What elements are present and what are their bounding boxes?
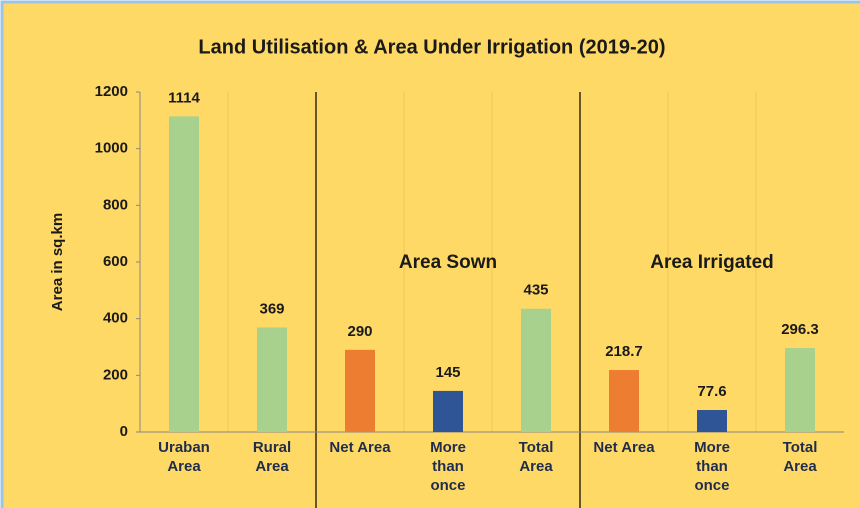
- value-label: 435: [523, 282, 548, 299]
- y-tick-label: 200: [103, 366, 128, 383]
- y-tick-label: 1200: [95, 83, 128, 100]
- value-label: 77.6: [697, 383, 726, 400]
- bar: [521, 308, 551, 432]
- bar: [785, 348, 815, 432]
- x-tick-label: Net Area: [593, 439, 655, 456]
- y-tick-label: 600: [103, 253, 128, 270]
- value-label: 1114: [168, 89, 200, 106]
- value-label: 290: [347, 323, 372, 340]
- bar: [697, 410, 727, 432]
- bar: [433, 390, 463, 432]
- bar: [609, 370, 639, 432]
- x-tick-label: Rural Area: [252, 439, 292, 475]
- group-label: Area Sown: [399, 252, 497, 273]
- x-tick-label: Uraban Area: [158, 439, 210, 475]
- y-tick-label: 1000: [95, 140, 128, 157]
- y-tick-label: 800: [103, 196, 128, 213]
- y-axis-label: Area in sq.km: [49, 213, 66, 311]
- bar: [169, 116, 199, 432]
- chart-title: Land Utilisation & Area Under Irrigation…: [198, 36, 665, 58]
- bar: [345, 349, 375, 432]
- value-label: 296.3: [781, 321, 819, 338]
- x-tick-label: Net Area: [329, 439, 391, 456]
- x-tick-label: More than once: [430, 439, 466, 494]
- y-tick-label: 400: [103, 310, 128, 327]
- x-tick-label: Total Area: [518, 439, 554, 475]
- x-tick-label: More than once: [694, 439, 730, 494]
- group-label: Area Irrigated: [650, 252, 774, 273]
- x-tick-label: Total Area: [782, 439, 818, 475]
- y-tick-label: 0: [120, 423, 128, 440]
- value-label: 369: [259, 300, 284, 317]
- value-label: 218.7: [605, 343, 643, 360]
- bar: [257, 327, 287, 432]
- value-label: 145: [435, 364, 460, 381]
